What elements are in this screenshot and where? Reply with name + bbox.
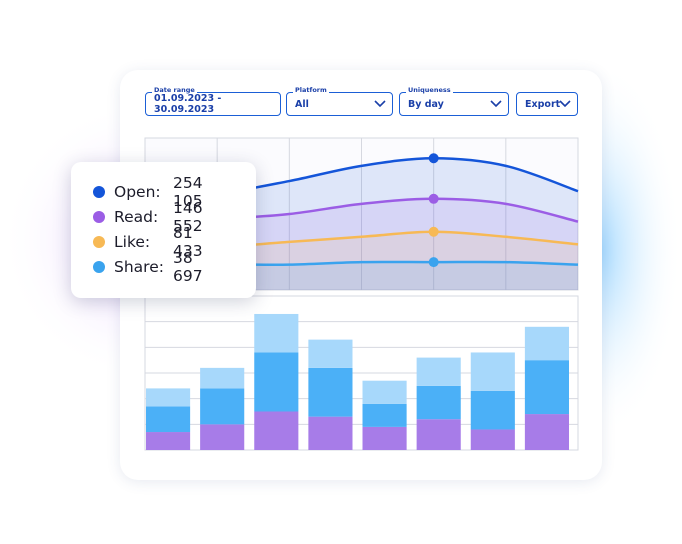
filter-value: By day (408, 98, 444, 110)
bar-segment (308, 367, 353, 417)
uniqueness-filter[interactable]: Uniqueness By day (399, 86, 509, 116)
date-range-filter[interactable]: Date range 01.09.2023 - 30.09.2023 (145, 86, 281, 116)
bar-segment (362, 403, 407, 427)
bar-segment (200, 424, 245, 450)
bar-segment (254, 313, 299, 353)
bar-segment (524, 360, 569, 415)
bar-segment (362, 380, 407, 404)
tooltip-value: 254 105 (173, 174, 203, 210)
tooltip-row: Share: 38 697 (93, 249, 203, 285)
bar-segment (200, 367, 245, 389)
bar-segment (524, 414, 569, 450)
bar-segment (416, 385, 461, 420)
chevron-icon (559, 100, 571, 108)
bar-segment (254, 352, 299, 412)
highlight-point (428, 257, 439, 268)
bar-segment (470, 352, 515, 391)
platform-filter[interactable]: Platform All (286, 86, 393, 116)
legend-dot (93, 211, 105, 223)
highlight-point (428, 193, 439, 204)
bar-segment (524, 326, 569, 361)
filter-label: Platform (293, 86, 329, 94)
bar-segment (416, 419, 461, 450)
filter-label: Date range (152, 86, 197, 94)
filter-label: Uniqueness (406, 86, 453, 94)
highlight-point (428, 226, 439, 237)
bar-segment (146, 406, 191, 433)
tooltip-value: 38 697 (173, 249, 203, 285)
bar-segment (200, 388, 245, 425)
legend-dot (93, 236, 105, 248)
tooltip: Open: 254 105 Read: 146 552 Like: 81 433 Share… (71, 162, 256, 298)
export-label: Export (525, 98, 561, 110)
legend-dot (93, 261, 105, 273)
export-button[interactable]: Export (516, 92, 578, 116)
chevron-icon (374, 100, 386, 108)
tooltip-label: Read: (114, 208, 159, 226)
bar-segment (416, 357, 461, 386)
tooltip-value: 81 433 (173, 224, 203, 260)
chevron-icon (490, 100, 502, 108)
tooltip-label: Share: (114, 258, 164, 276)
tooltip-label: Like: (114, 233, 151, 251)
filter-value: All (295, 98, 309, 110)
bar-segment (362, 426, 407, 450)
tooltip-label: Open: (114, 183, 161, 201)
filter-value: 01.09.2023 - 30.09.2023 (154, 93, 222, 115)
bar-segment (470, 429, 515, 450)
bar-segment (308, 416, 353, 450)
bar-segment (254, 411, 299, 450)
tooltip-row: Like: 81 433 (93, 224, 203, 260)
bar-segment (146, 388, 191, 407)
legend-dot (93, 186, 105, 198)
tooltip-value: 146 552 (173, 199, 203, 235)
bar-segment (308, 339, 353, 368)
tooltip-row: Open: 254 105 (93, 174, 203, 210)
bar-segment (146, 432, 191, 450)
highlight-point (428, 153, 439, 164)
tooltip-row: Read: 146 552 (93, 199, 203, 235)
bar-segment (470, 390, 515, 430)
